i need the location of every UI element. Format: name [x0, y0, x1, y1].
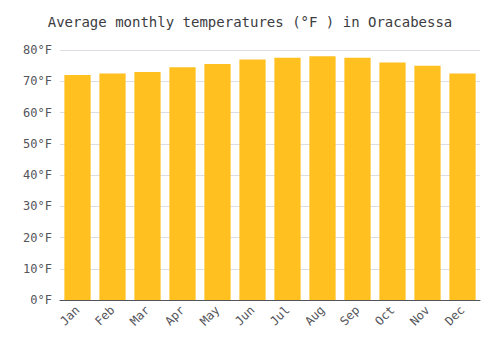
- svg-text:Feb: Feb: [92, 303, 117, 328]
- svg-text:Average monthly temperatures (: Average monthly temperatures (°F ) in Or…: [48, 14, 453, 30]
- svg-text:20°F: 20°F: [23, 231, 52, 245]
- svg-text:40°F: 40°F: [23, 168, 52, 182]
- svg-text:60°F: 60°F: [23, 106, 52, 120]
- svg-text:70°F: 70°F: [23, 74, 52, 88]
- svg-text:80°F: 80°F: [23, 43, 52, 57]
- svg-text:May: May: [197, 303, 222, 328]
- svg-text:50°F: 50°F: [23, 137, 52, 151]
- svg-text:0°F: 0°F: [30, 293, 52, 307]
- svg-text:Jan: Jan: [57, 303, 82, 328]
- svg-text:10°F: 10°F: [23, 262, 52, 276]
- svg-text:Jul: Jul: [267, 303, 292, 328]
- svg-text:Dec: Dec: [442, 303, 467, 328]
- svg-text:30°F: 30°F: [23, 199, 52, 213]
- svg-text:Nov: Nov: [407, 303, 432, 328]
- svg-text:Jun: Jun: [232, 303, 257, 328]
- svg-text:Oct: Oct: [372, 303, 397, 328]
- svg-text:Aug: Aug: [302, 303, 327, 328]
- svg-text:Mar: Mar: [127, 303, 152, 328]
- svg-text:Sep: Sep: [337, 303, 362, 328]
- svg-text:Apr: Apr: [162, 303, 187, 328]
